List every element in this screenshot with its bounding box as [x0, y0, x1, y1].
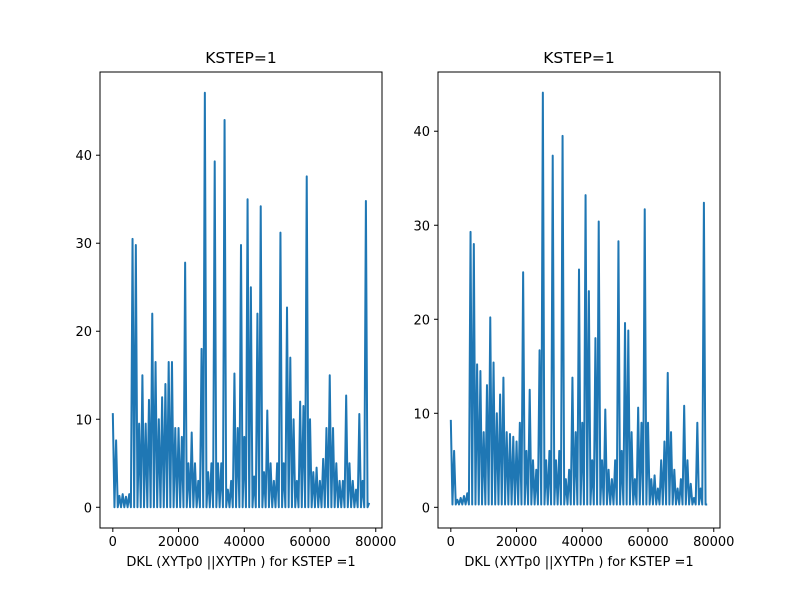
x-tick-label: 80000 — [693, 535, 734, 550]
axes-frame — [99, 71, 383, 529]
x-tick-label: 40000 — [562, 535, 603, 550]
x-tick-label: 40000 — [224, 535, 265, 550]
x-tick-label: 60000 — [289, 535, 330, 550]
y-tick-label: 40 — [413, 125, 430, 140]
y-tick-label: 10 — [413, 407, 430, 422]
data-line — [449, 91, 708, 506]
chart-title: KSTEP=1 — [205, 49, 276, 67]
x-tick-label: 80000 — [355, 535, 396, 550]
axes-frame — [437, 71, 721, 529]
y-tick-label: 0 — [422, 501, 430, 516]
x-tick-label: 20000 — [496, 535, 537, 550]
y-tick-label: 10 — [75, 413, 92, 428]
y-tick-label: 20 — [75, 325, 92, 340]
x-tick-label: 60000 — [627, 535, 668, 550]
x-tick-label: 20000 — [158, 535, 199, 550]
y-tick-label: 20 — [413, 313, 430, 328]
chart-title: KSTEP=1 — [543, 49, 614, 67]
x-tick-label: 0 — [109, 535, 117, 550]
x-axis-label: DKL (XYTp0 ||XYTPn ) for KSTEP =1 — [464, 555, 693, 570]
y-tick-label: 0 — [84, 501, 92, 516]
y-tick-label: 30 — [413, 219, 430, 234]
x-tick-label: 0 — [447, 535, 455, 550]
x-axis-label: DKL (XYTp0 ||XYTPn ) for KSTEP =1 — [126, 555, 355, 570]
y-tick-label: 30 — [75, 237, 92, 252]
data-line — [111, 91, 371, 509]
y-tick-label: 40 — [75, 149, 92, 164]
